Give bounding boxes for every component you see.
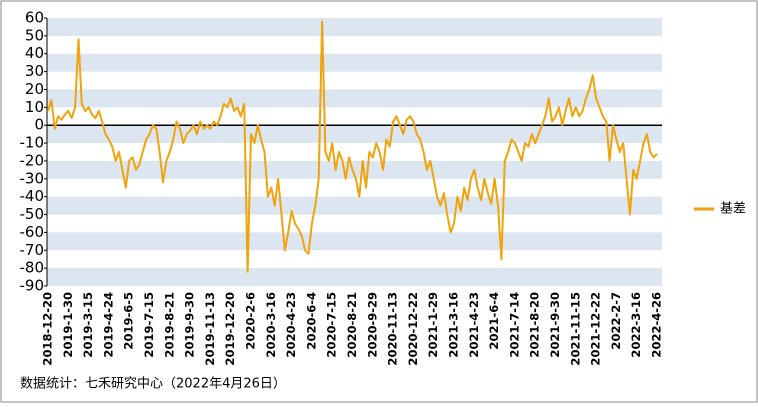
y-tick-label: 10 <box>25 98 44 116</box>
x-tick-label: 2020-4-23 <box>284 292 298 358</box>
x-tick-label: 2022-4-26 <box>650 292 664 358</box>
x-tick-label: 2019-9-30 <box>183 292 197 358</box>
line-series <box>47 20 658 273</box>
y-tick-label: -90 <box>20 277 45 295</box>
x-tick-label: 2021-4-23 <box>467 292 481 358</box>
band <box>47 18 662 36</box>
band <box>47 160 662 179</box>
x-tick-label: 2020-3-16 <box>264 292 278 358</box>
x-tick-label: 2019-12-20 <box>223 292 237 366</box>
x-tick-label: 2021-12-22 <box>589 292 603 366</box>
y-tick-label: -80 <box>20 259 45 277</box>
y-tick-label: 20 <box>25 80 44 98</box>
band <box>47 89 662 108</box>
band <box>47 268 662 286</box>
x-tick-label: 2021-7-14 <box>507 292 521 358</box>
y-tick-label: -10 <box>20 134 45 152</box>
x-tick-label: 2019-8-21 <box>162 292 176 358</box>
x-tick-label: 2021-3-16 <box>447 292 461 358</box>
y-tick-label: 0 <box>34 116 44 134</box>
legend-label: 基差 <box>720 202 746 217</box>
x-tick-label: 2022-3-16 <box>629 292 643 358</box>
y-tick-label: 30 <box>25 62 44 80</box>
x-tick-label: 2019-4-24 <box>101 292 115 358</box>
band <box>47 196 662 215</box>
x-tick-label: 2018-12-20 <box>41 292 55 366</box>
x-tick-label: 2020-6-4 <box>304 292 318 350</box>
y-tick-label: 60 <box>25 9 44 27</box>
x-tick-label: 2021-6-4 <box>487 292 501 350</box>
x-tick-label: 2020-2-6 <box>244 292 258 350</box>
x-tick-label: 2022-2-7 <box>609 292 623 350</box>
y-tick-label: 50 <box>25 26 44 44</box>
band <box>47 53 662 72</box>
y-tick-label: -50 <box>20 205 45 223</box>
source-note: 数据统计：七禾研究中心（2022年4月26日） <box>20 377 286 392</box>
x-tick-label: 2021-11-15 <box>568 292 582 366</box>
y-tick-label: -40 <box>20 187 45 205</box>
y-tick-label: -20 <box>20 151 45 169</box>
y-tick-label: 40 <box>25 44 44 62</box>
x-tick-label: 2019-6-5 <box>122 292 136 350</box>
x-tick-label: 2020-8-21 <box>345 292 359 358</box>
band <box>47 232 662 251</box>
band <box>47 125 662 144</box>
y-tick-label: -30 <box>20 169 45 187</box>
x-tick-label: 2020-12-22 <box>406 292 420 366</box>
x-tick-label: 2021-9-30 <box>548 292 562 358</box>
x-tick-label: 2019-7-15 <box>142 292 156 358</box>
y-tick-label: -70 <box>20 241 45 259</box>
x-tick-label: 2020-11-13 <box>386 292 400 366</box>
x-tick-label: 2020-7-15 <box>325 292 339 358</box>
x-tick-label: 2019-1-30 <box>61 292 75 358</box>
y-tick-label: -60 <box>20 223 45 241</box>
x-tick-label: 2019-3-15 <box>81 292 95 358</box>
x-tick-label: 2021-8-20 <box>528 292 542 358</box>
x-tick-label: 2020-9-29 <box>365 292 379 358</box>
x-tick-label: 2019-11-13 <box>203 292 217 366</box>
x-tick-label: 2021-1-29 <box>426 292 440 358</box>
